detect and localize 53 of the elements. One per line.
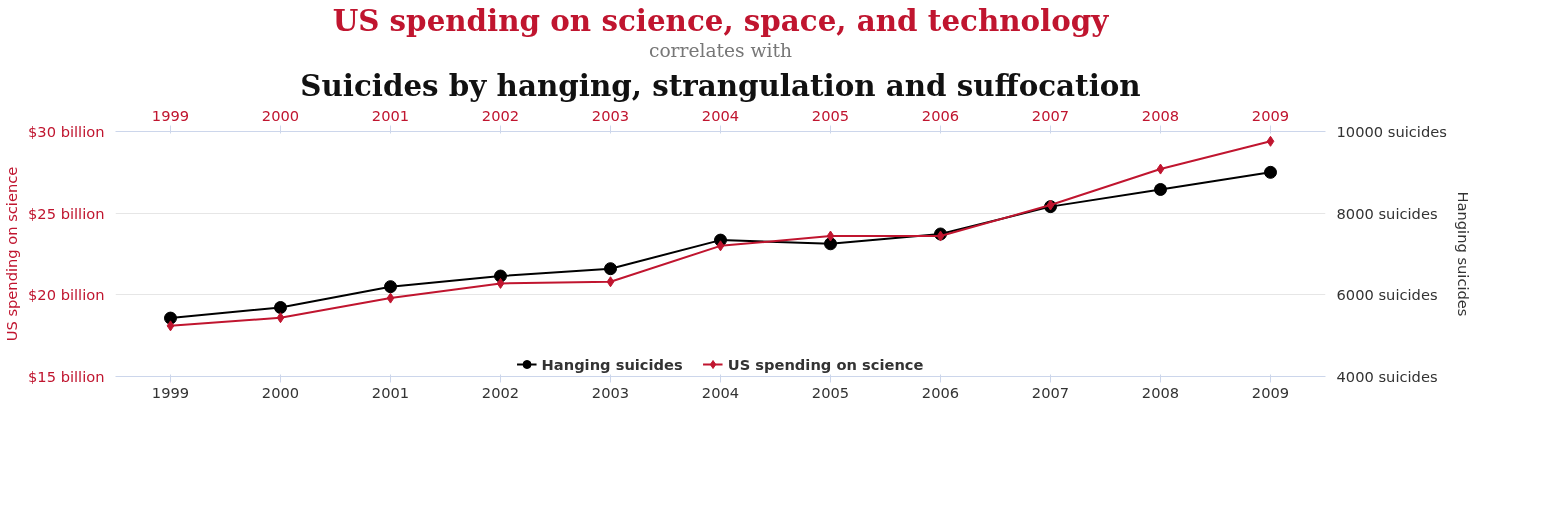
y2-tick-label: 4000 suicides: [1336, 368, 1438, 385]
chart-subtitle: correlates with: [648, 39, 793, 61]
y-tick-label: $15 billion: [28, 368, 105, 385]
text: Suicides by hanging, strangulation and suffocation: [300, 67, 1141, 103]
chart-title: US spending on science, space, and technology: [332, 2, 1110, 38]
point: [1154, 183, 1167, 196]
point: [824, 237, 837, 251]
x2-tick-label: 2005: [811, 106, 850, 124]
point: [1266, 135, 1275, 147]
y2-tick-label: 6000 suicides: [1336, 286, 1438, 304]
x-tick-label: 2005: [811, 383, 850, 401]
x2-tick-label: 2000: [261, 106, 300, 124]
x-tick-label: 2001: [371, 383, 410, 401]
point: [164, 311, 177, 325]
y-tick-label: $20 billion: [28, 286, 105, 304]
y-tick-label: $25 billion: [28, 204, 105, 222]
x2-tick-label: 2003: [591, 106, 630, 124]
x-tick-label: 2002: [481, 383, 520, 401]
y-axis-title: US spending on science: [3, 166, 21, 342]
point: [274, 301, 287, 314]
legend-label: US spending on science: [727, 355, 924, 373]
x2-tick-label: 2001: [371, 106, 410, 124]
x2-tick-label: 2006: [921, 106, 960, 124]
point: [1156, 163, 1165, 175]
x-tick-label: 2006: [921, 383, 960, 401]
x-tick-label: 2003: [591, 383, 630, 401]
y2-tick-label: 8000 suicides: [1336, 204, 1438, 222]
x-tick-label: 2009: [1251, 383, 1290, 401]
point: [604, 262, 617, 276]
x2-tick-label: 2002: [481, 106, 520, 124]
point: [384, 280, 397, 294]
x-tick-label: 2007: [1031, 383, 1070, 401]
point: [1264, 165, 1277, 179]
point: [496, 277, 505, 289]
point: [826, 230, 835, 242]
point: [716, 240, 725, 252]
x-tick-label: 2000: [261, 383, 300, 401]
y2-tick-label: 10000 suicides: [1336, 123, 1447, 140]
x2-tick-label: 2008: [1141, 106, 1180, 124]
x2-tick-label: 2007: [1031, 106, 1070, 124]
x2-tick-label: 2009: [1251, 106, 1290, 124]
point: [606, 276, 615, 288]
x2-tick-label: 2004: [701, 106, 740, 124]
y2-axis-title: Hanging suicides: [1454, 191, 1472, 317]
x-tick-label: 2008: [1141, 383, 1180, 401]
legend-label: Hanging suicides: [541, 355, 683, 373]
x2-tick-label: 1999: [151, 106, 190, 124]
point: [166, 320, 175, 332]
point: [276, 312, 285, 324]
x-tick-label: 1999: [151, 383, 190, 401]
x-tick-label: 2004: [701, 383, 740, 401]
y-tick-label: $30 billion: [28, 123, 105, 140]
point: [386, 292, 395, 304]
